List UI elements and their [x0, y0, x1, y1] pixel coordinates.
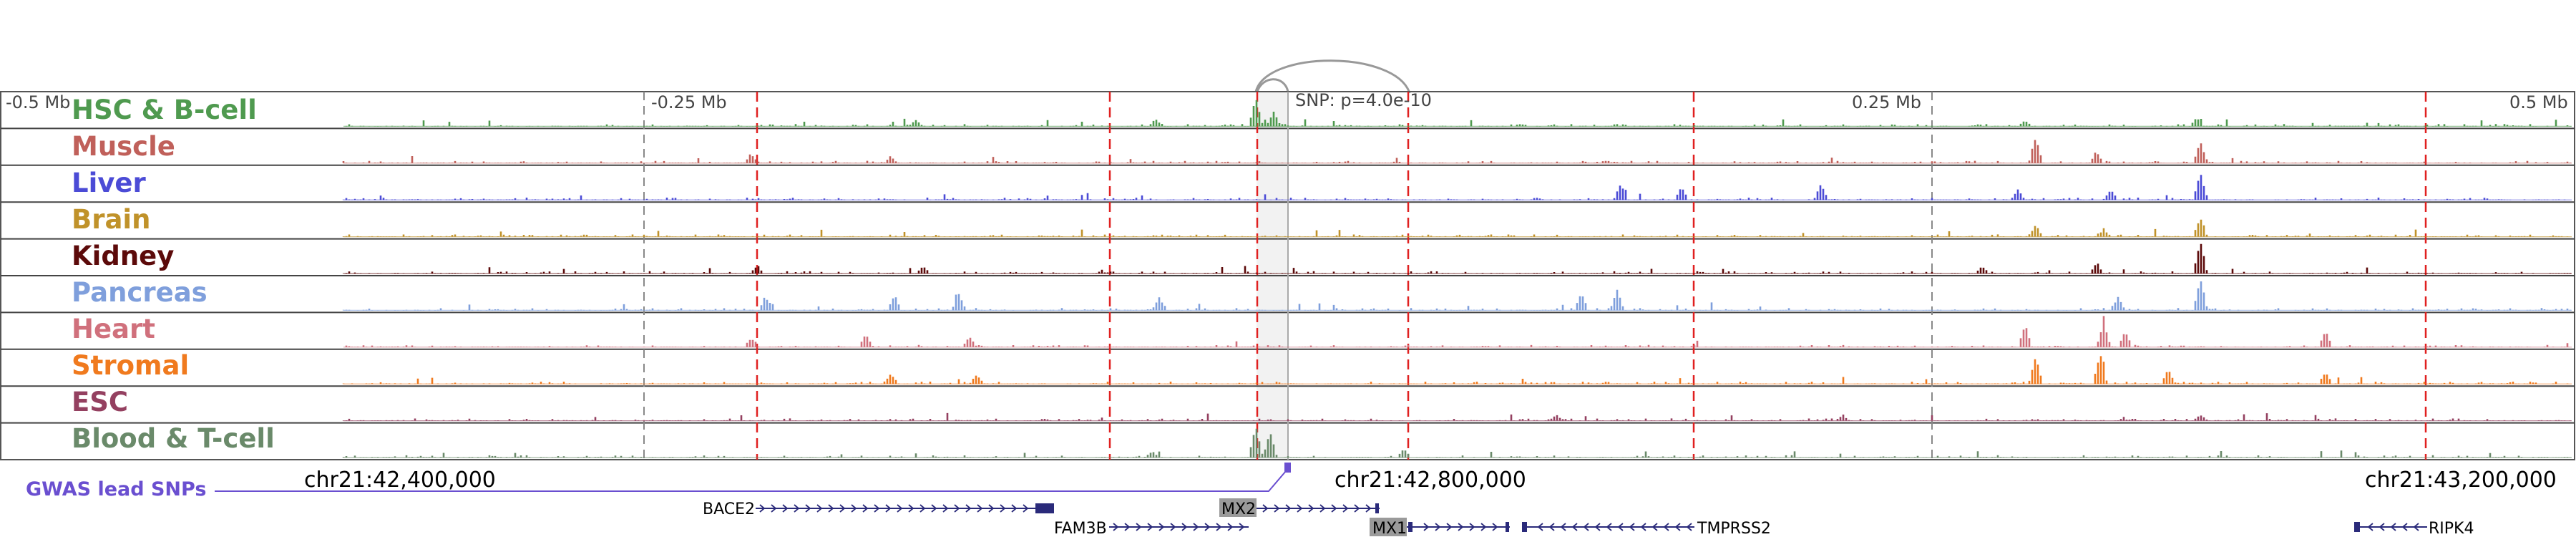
signal-track-4 — [342, 243, 2572, 274]
signal-track-1 — [342, 140, 2572, 163]
strand-chevron-path — [1262, 504, 1372, 513]
signal-track-7 — [342, 356, 2569, 384]
signal-track-5 — [342, 281, 2572, 311]
gene-label-mx2: MX2 — [1221, 500, 1256, 518]
strand-arrows-ripk4 — [2367, 523, 2419, 531]
exon-tmprss2 — [1522, 522, 1527, 532]
track-label-blood-t-cell: Blood & T-cell — [72, 423, 275, 454]
gene-label-tmprss2: TMPRSS2 — [1697, 520, 1771, 537]
gene-label-ripk4: RIPK4 — [2429, 520, 2474, 537]
exon-mx2 — [1375, 503, 1379, 513]
strand-chevron-path — [2367, 523, 2419, 531]
gene-mx2: MX2 — [1219, 498, 1380, 518]
strand-arrows-mx1 — [1423, 523, 1498, 531]
gene-mx1: MX1 — [1370, 518, 1510, 537]
track-label-pancreas: Pancreas — [72, 277, 208, 308]
scale-label-right-mid: 0.25 Mb — [1852, 92, 1921, 112]
track-label-kidney: Kidney — [72, 241, 174, 271]
strand-chevron-path — [1113, 523, 1245, 531]
track-label-hsc-b-cell: HSC & B-cell — [72, 95, 257, 125]
gwas-label: GWAS lead SNPs — [26, 478, 206, 500]
chromatin-loops — [1254, 59, 1411, 94]
coordinate-label-3: chr21:43,200,000 — [2365, 468, 2557, 493]
track-labels: HSC & B-cell Muscle Liver Brain Kidney P… — [72, 95, 275, 454]
signal-track-6 — [345, 316, 2569, 347]
snp-annotation: SNP: p=4.0e-10 — [1295, 90, 1432, 110]
strand-arrows-fam3b — [1113, 523, 1245, 531]
gene-fam3b: FAM3B — [1054, 520, 1249, 537]
signal-track-3 — [342, 219, 2569, 237]
exon-mx1-b — [1506, 522, 1509, 532]
strand-chevron-path — [1423, 523, 1498, 531]
chromatin-loop-large — [1254, 59, 1411, 94]
track-signals — [342, 100, 2572, 458]
gene-label-bace2: BACE2 — [703, 500, 755, 518]
gene-highlight-mx2 — [1219, 498, 1257, 517]
exon-bace2 — [1035, 503, 1054, 513]
gene-track: BACE2 MX2 FAM3B MX1 — [703, 498, 2474, 537]
gene-bace2: BACE2 — [703, 500, 1054, 518]
track-label-stromal: Stromal — [72, 350, 189, 381]
coordinate-label-1: chr21:42,400,000 — [304, 468, 496, 493]
signal-track-9 — [342, 428, 2572, 458]
gwas-snp-marker — [1284, 463, 1291, 473]
strand-arrows-mx2 — [1262, 504, 1372, 513]
strand-chevron-path — [759, 504, 1029, 513]
gwas-lane: GWAS lead SNPs — [26, 463, 1291, 500]
strand-arrows-bace2 — [759, 504, 1029, 513]
gene-ripk4: RIPK4 — [2354, 520, 2474, 537]
track-label-liver: Liver — [72, 168, 146, 198]
scale-label-left-mid: -0.25 Mb — [651, 92, 727, 112]
scale-label-right-end: 0.5 Mb — [2509, 92, 2568, 112]
gene-tmprss2: TMPRSS2 — [1522, 520, 1771, 537]
track-label-heart: Heart — [72, 314, 155, 344]
gene-highlight-mx1 — [1370, 518, 1407, 536]
scale-label-left-end: -0.5 Mb — [6, 92, 70, 112]
exon-mx1-a — [1408, 522, 1413, 532]
coordinate-label-2: chr21:42,800,000 — [1335, 468, 1526, 493]
gwas-connector — [215, 470, 1287, 492]
chromatin-loop-small — [1256, 78, 1289, 92]
track-frames — [0, 91, 2575, 460]
track-label-muscle: Muscle — [72, 131, 175, 162]
strand-chevron-path — [1537, 523, 1692, 531]
gene-label-fam3b: FAM3B — [1054, 520, 1107, 537]
scale-labels: -0.5 Mb -0.25 Mb 0.25 Mb 0.5 Mb — [6, 92, 2568, 112]
signal-track-2 — [342, 175, 2566, 200]
strand-arrows-tmprss2 — [1537, 523, 1692, 531]
track-label-brain: Brain — [72, 204, 150, 235]
gene-label-mx1: MX1 — [1372, 520, 1407, 537]
exon-ripk4 — [2354, 522, 2360, 532]
coordinate-labels: chr21:42,400,000 chr21:42,800,000 chr21:… — [304, 468, 2557, 493]
signal-track-8 — [342, 412, 2572, 421]
track-label-esc: ESC — [72, 387, 128, 417]
